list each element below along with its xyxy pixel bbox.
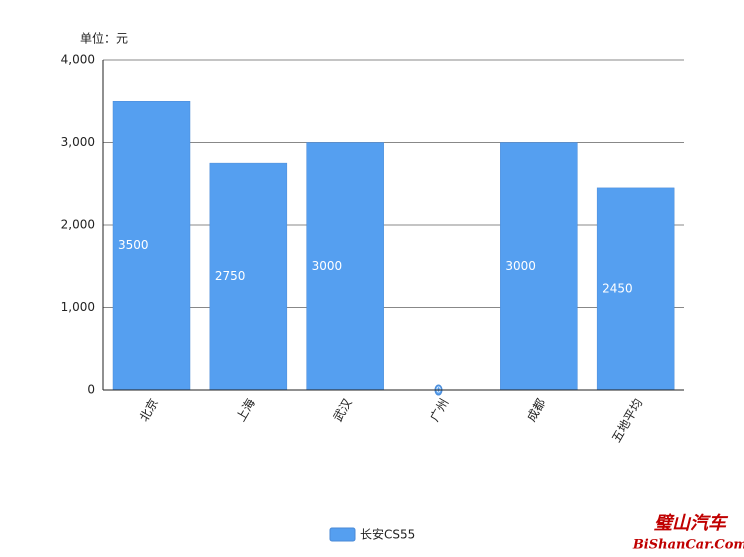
bar	[306, 142, 384, 391]
x-tick-label: 武汉	[331, 396, 355, 424]
y-tick-label: 4,000	[61, 53, 95, 67]
data-label: 3500	[118, 238, 149, 252]
data-label: 2450	[602, 281, 633, 295]
data-label: 3000	[312, 259, 343, 273]
bar	[209, 162, 288, 391]
unit-label: 单位：元	[80, 31, 128, 46]
legend-label: 长安CS55	[360, 527, 415, 542]
watermark-site: BiShanCar.Com	[632, 538, 744, 553]
x-tick-label: 五地平均	[609, 396, 645, 445]
x-tick-label: 广州	[427, 396, 451, 424]
data-label: 2750	[215, 269, 246, 283]
y-tick-label: 2,000	[61, 218, 95, 232]
legend-swatch	[329, 527, 356, 542]
x-tick-label: 成都	[524, 396, 548, 424]
x-tick-label: 北京	[137, 396, 161, 424]
y-tick-label: 3,000	[61, 135, 95, 149]
bar	[596, 187, 675, 391]
bar	[500, 142, 578, 391]
data-label: 3000	[505, 259, 536, 273]
x-tick-label: 上海	[233, 396, 258, 424]
y-tick-label: 1,000	[61, 300, 95, 314]
y-tick-label: 0	[87, 383, 95, 397]
watermark-title: 璧山汽车	[654, 513, 729, 534]
bar	[112, 101, 191, 391]
